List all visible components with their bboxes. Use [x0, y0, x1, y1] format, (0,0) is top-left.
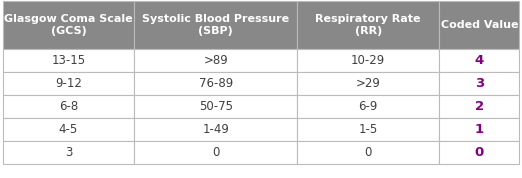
Bar [3, 72, 134, 95]
Bar [134, 118, 297, 141]
Text: Systolic Blood Pressure
(SBP): Systolic Blood Pressure (SBP) [142, 14, 289, 36]
Bar [297, 118, 440, 141]
Text: 2: 2 [475, 100, 484, 113]
Bar [440, 1, 519, 49]
Text: 13-15: 13-15 [52, 54, 86, 67]
Bar [134, 95, 297, 118]
Text: 0: 0 [212, 146, 219, 159]
Bar [297, 49, 440, 72]
Text: Respiratory Rate
(RR): Respiratory Rate (RR) [315, 14, 421, 36]
Text: 3: 3 [65, 146, 72, 159]
Bar [440, 72, 519, 95]
Text: 10-29: 10-29 [351, 54, 385, 67]
Bar [134, 72, 297, 95]
Bar [297, 95, 440, 118]
Text: 0: 0 [474, 146, 484, 159]
Text: 1-49: 1-49 [203, 123, 229, 136]
Bar [440, 118, 519, 141]
Text: 50-75: 50-75 [199, 100, 233, 113]
Text: 4: 4 [474, 54, 484, 67]
Text: 6-9: 6-9 [359, 100, 378, 113]
Bar [3, 95, 134, 118]
Text: Glasgow Coma Scale
(GCS): Glasgow Coma Scale (GCS) [4, 14, 133, 36]
Bar [440, 95, 519, 118]
Bar [3, 1, 134, 49]
Text: Coded Value: Coded Value [441, 20, 518, 30]
Text: >89: >89 [204, 54, 228, 67]
Bar [134, 141, 297, 164]
Text: 4-5: 4-5 [59, 123, 78, 136]
Bar [440, 141, 519, 164]
Bar [3, 49, 134, 72]
Bar [134, 1, 297, 49]
Text: 1: 1 [475, 123, 484, 136]
Text: 0: 0 [364, 146, 372, 159]
Bar [3, 141, 134, 164]
Bar [297, 141, 440, 164]
Text: 3: 3 [474, 77, 484, 90]
Text: >29: >29 [356, 77, 381, 90]
Bar [440, 49, 519, 72]
Text: 76-89: 76-89 [199, 77, 233, 90]
Text: 1-5: 1-5 [359, 123, 378, 136]
Bar [297, 72, 440, 95]
Text: 9-12: 9-12 [55, 77, 82, 90]
Bar [3, 118, 134, 141]
Bar [134, 49, 297, 72]
Text: 6-8: 6-8 [59, 100, 78, 113]
Bar [297, 1, 440, 49]
